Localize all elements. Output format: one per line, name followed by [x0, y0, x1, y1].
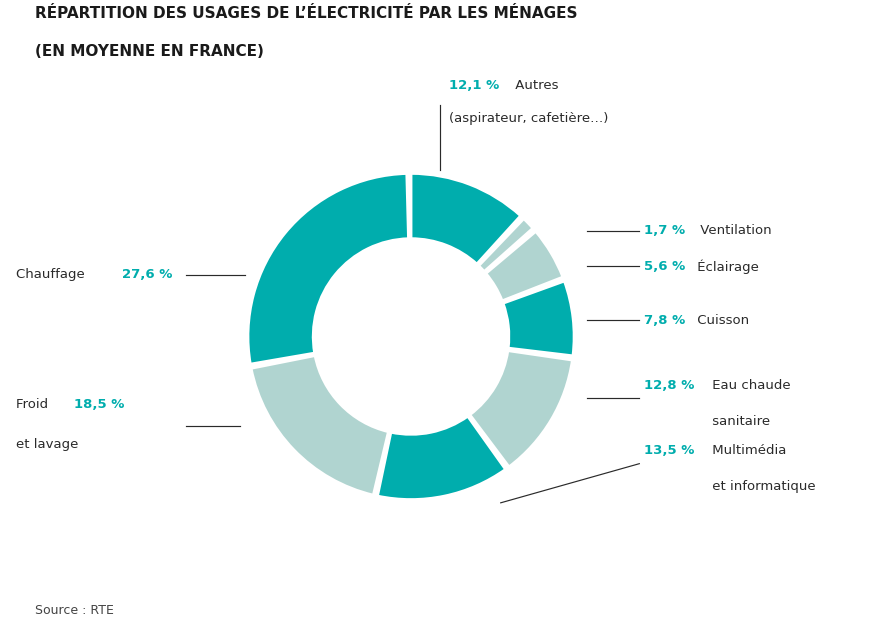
Text: 18,5 %: 18,5 %	[73, 399, 124, 411]
Wedge shape	[248, 173, 408, 364]
Text: Ventilation: Ventilation	[697, 224, 772, 237]
Text: 7,8 %: 7,8 %	[645, 314, 685, 327]
Text: sanitaire: sanitaire	[708, 415, 770, 428]
Text: 12,8 %: 12,8 %	[645, 379, 694, 392]
Wedge shape	[486, 231, 563, 301]
Wedge shape	[251, 355, 388, 495]
Text: et informatique: et informatique	[708, 480, 815, 493]
Text: 1,7 %: 1,7 %	[645, 224, 685, 237]
Text: 27,6 %: 27,6 %	[123, 268, 172, 281]
Text: 12,1 %: 12,1 %	[449, 79, 499, 92]
Text: RÉPARTITION DES USAGES DE L’ÉLECTRICITÉ PAR LES MÉNAGES: RÉPARTITION DES USAGES DE L’ÉLECTRICITÉ …	[35, 6, 577, 21]
Text: Autres: Autres	[510, 79, 558, 92]
Text: Froid: Froid	[17, 399, 53, 411]
Text: (aspirateur, cafetière…): (aspirateur, cafetière…)	[449, 112, 608, 125]
Text: 13,5 %: 13,5 %	[645, 444, 694, 457]
Wedge shape	[479, 219, 533, 272]
Wedge shape	[503, 281, 574, 356]
Text: Cuisson: Cuisson	[693, 314, 749, 327]
Text: (EN MOYENNE EN FRANCE): (EN MOYENNE EN FRANCE)	[35, 44, 264, 59]
Text: Multimédia: Multimédia	[708, 444, 787, 457]
Text: 5,6 %: 5,6 %	[645, 260, 685, 273]
Text: Source : RTE: Source : RTE	[35, 604, 114, 617]
Wedge shape	[411, 173, 521, 264]
Text: Eau chaude: Eau chaude	[708, 379, 791, 392]
Wedge shape	[469, 351, 572, 467]
Text: et lavage: et lavage	[17, 438, 78, 450]
Text: Éclairage: Éclairage	[693, 259, 759, 273]
Wedge shape	[377, 416, 505, 500]
Text: Chauffage: Chauffage	[17, 268, 90, 281]
